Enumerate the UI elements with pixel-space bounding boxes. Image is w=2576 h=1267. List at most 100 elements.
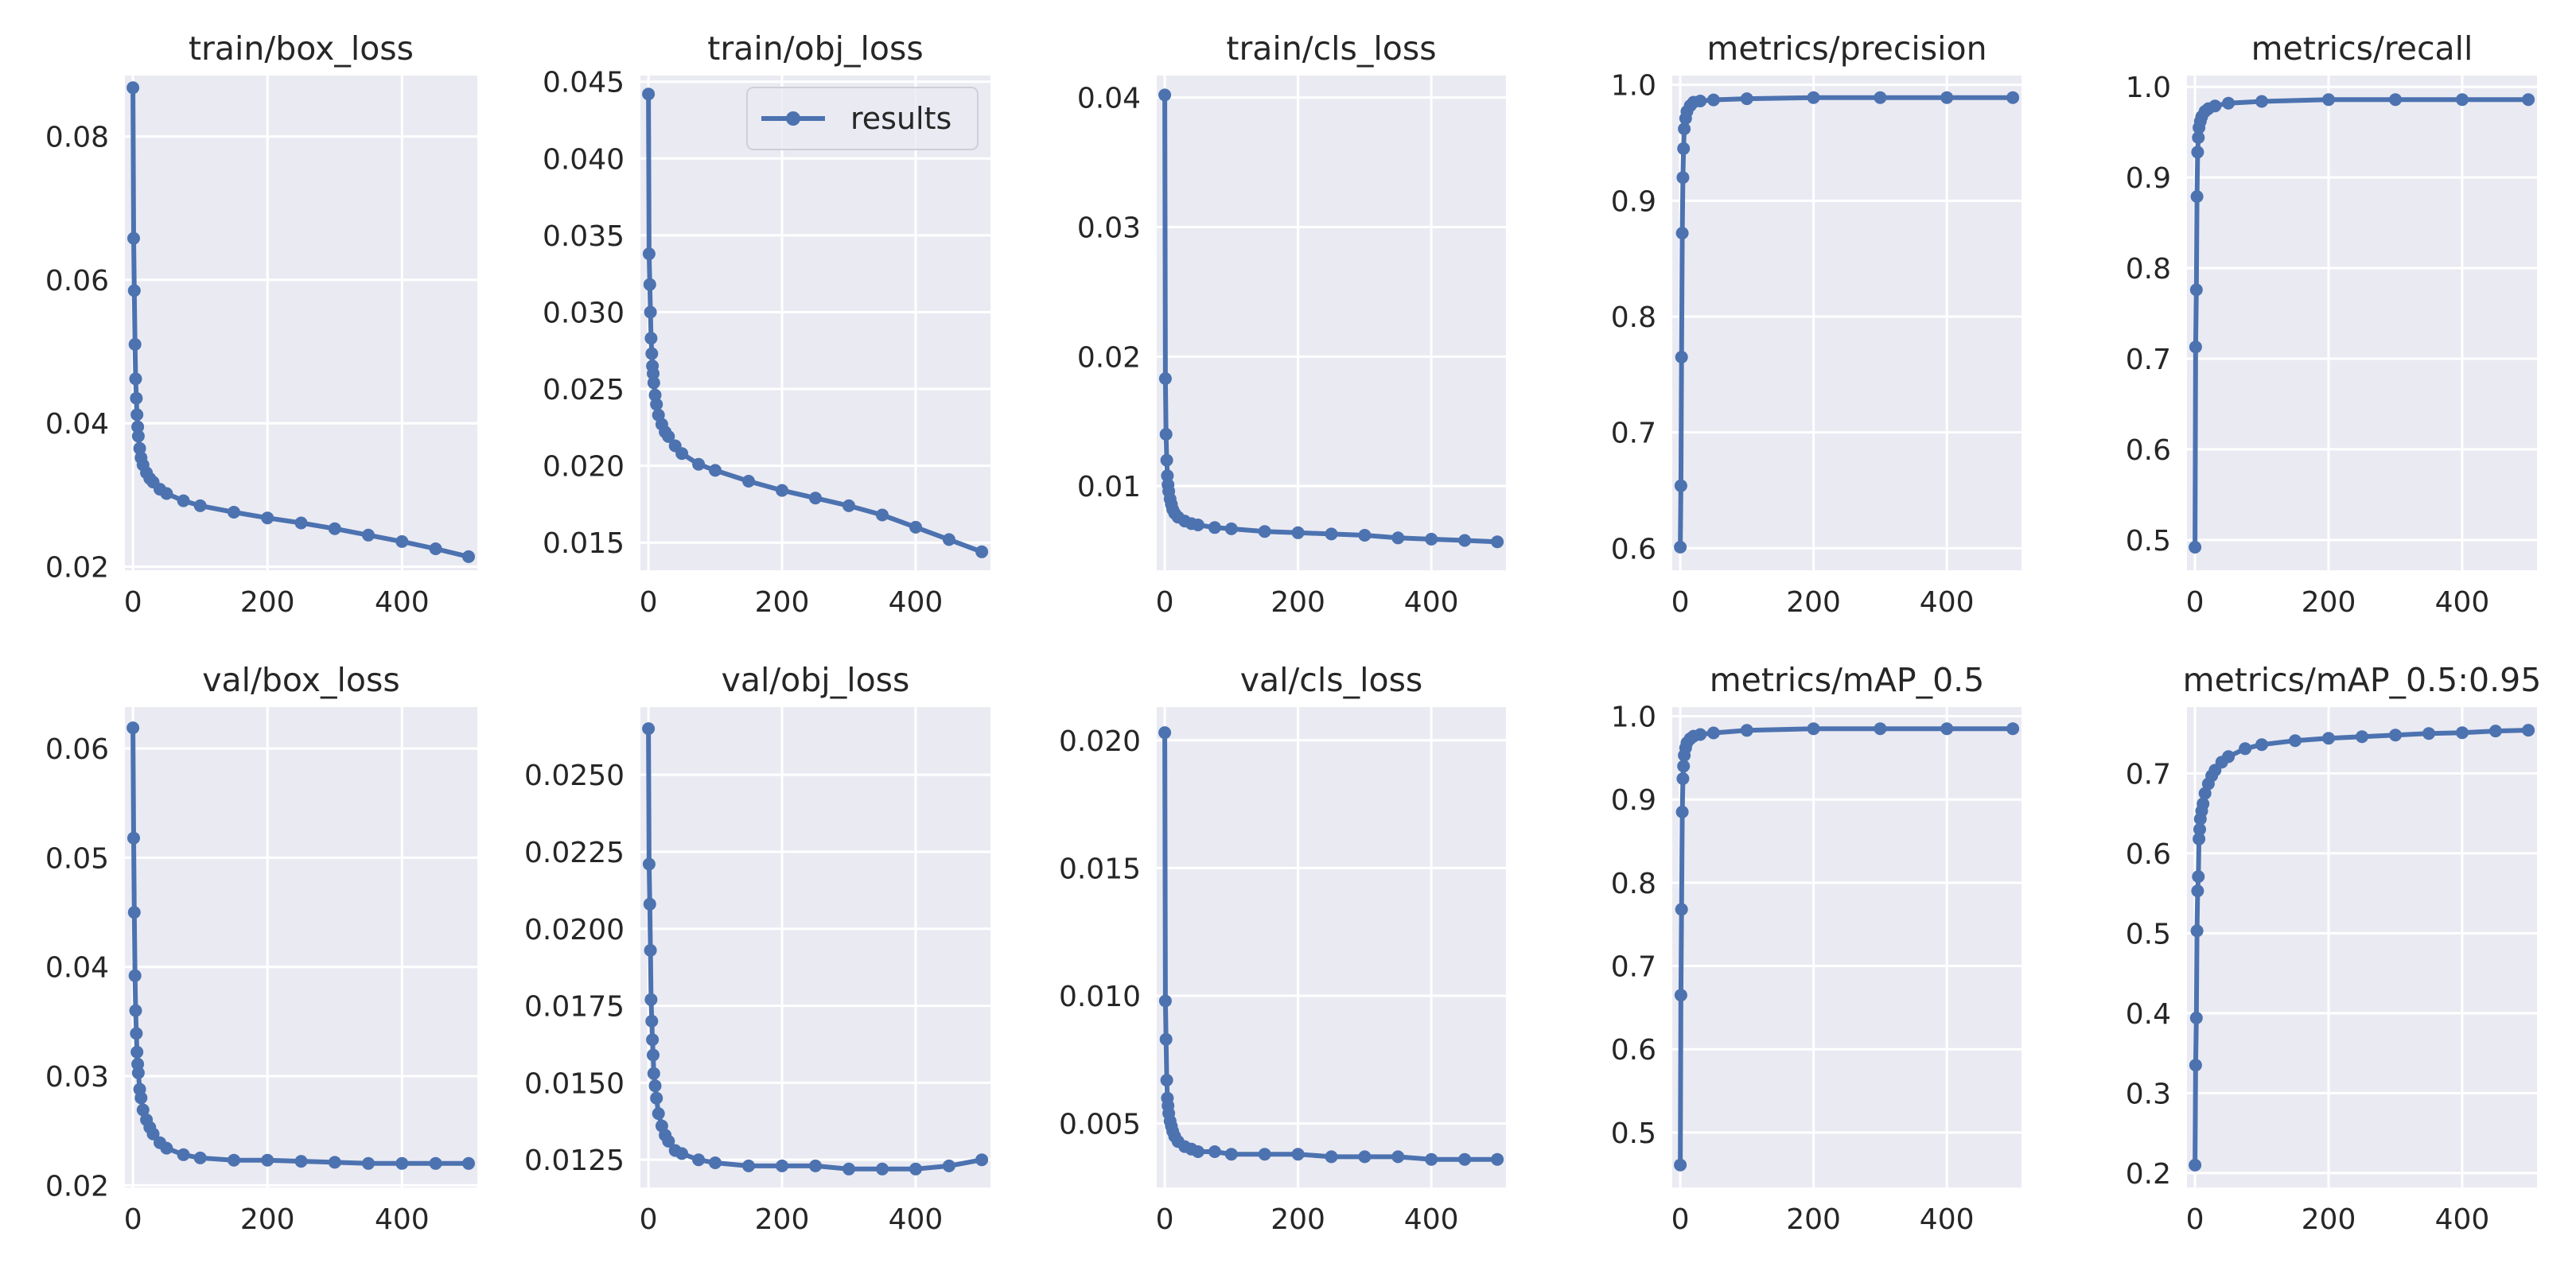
data-point [2189, 1059, 2202, 1072]
data-point [1325, 527, 1338, 541]
data-point [1158, 726, 1172, 740]
data-point [2222, 96, 2236, 110]
data-point [2255, 95, 2268, 108]
data-point [131, 420, 145, 433]
plot-area [1157, 707, 1506, 1187]
data-point [1258, 525, 1271, 538]
data-point [2189, 340, 2202, 354]
data-point [126, 721, 140, 735]
data-point [1674, 989, 1687, 1002]
legend: results [746, 87, 979, 150]
data-point [1191, 1145, 1204, 1158]
data-point [228, 1153, 240, 1167]
data-point [776, 1159, 788, 1172]
subplot-title: val/obj_loss [722, 661, 910, 699]
data-point [127, 284, 141, 297]
data-point [1674, 1158, 1687, 1172]
data-point [2189, 1158, 2202, 1172]
data-point [809, 492, 822, 505]
data-point [128, 338, 142, 351]
subplot-title: metrics/mAP_0.5:0.95 [2183, 661, 2542, 699]
data-point [1159, 1032, 1173, 1046]
data-point [692, 1153, 706, 1167]
subplot-metrics-map-0-5-0-95: 0 200 400 0.2 0.3 0.4 0.5 0.6 0.7 metrics/mAP_0.5… [2126, 661, 2542, 1236]
data-point [650, 1091, 663, 1105]
y-tick-label: 0.035 [543, 220, 625, 253]
data-point [1940, 722, 1954, 736]
data-point [127, 231, 140, 245]
data-point [642, 722, 656, 736]
data-point [662, 429, 675, 443]
legend-marker-swatch [786, 111, 800, 126]
data-point [2006, 722, 2020, 736]
data-point [2189, 1011, 2203, 1024]
subplot-val-box-loss: 0 200 400 0.02 0.03 0.04 0.05 0.06 val/box_loss [45, 661, 477, 1236]
data-point [228, 506, 240, 519]
x-tick-label: 200 [2302, 586, 2356, 619]
data-point [1677, 760, 1691, 773]
data-point [675, 1147, 689, 1160]
data-point [146, 1127, 160, 1141]
subplot-metrics-precision: 0 200 400 0.6 0.7 0.8 0.9 1.0 metrics/precision [1611, 29, 2021, 619]
data-point [1675, 227, 1689, 240]
data-point [1677, 142, 1691, 155]
x-tick-label: 200 [755, 586, 810, 619]
data-point [644, 332, 658, 345]
y-tick-label: 0.04 [1077, 83, 1141, 115]
data-point [2322, 732, 2335, 745]
y-tick-label: 0.040 [543, 143, 625, 176]
y-tick-label: 0.7 [2126, 344, 2171, 376]
subplot-title: metrics/recall [2251, 29, 2473, 68]
data-point [842, 499, 855, 512]
x-tick-label: 200 [1270, 1203, 1325, 1236]
data-point [662, 1134, 675, 1148]
data-point [1807, 91, 1820, 104]
data-point [2189, 541, 2202, 554]
data-point [193, 1151, 207, 1164]
x-tick-label: 0 [2186, 1203, 2204, 1236]
y-tick-label: 0.025 [543, 374, 625, 406]
data-point [644, 993, 658, 1006]
data-point [1807, 722, 1820, 736]
y-tick-label: 0.0225 [524, 837, 625, 869]
data-point [643, 278, 656, 291]
data-point [1940, 91, 1954, 104]
data-point [1391, 531, 1405, 545]
data-point [1208, 1145, 1221, 1158]
data-point [2198, 787, 2212, 800]
y-tick-label: 0.4 [2126, 998, 2171, 1031]
data-point [1675, 805, 1689, 818]
data-point [1694, 728, 1707, 741]
x-tick-label: 0 [1156, 586, 1174, 619]
subplot-title: val/cls_loss [1240, 661, 1423, 699]
x-tick-label: 200 [1786, 1203, 1841, 1236]
data-point [1491, 535, 1504, 549]
data-point [647, 376, 660, 390]
y-tick-label: 0.04 [45, 952, 109, 985]
data-point [129, 1004, 142, 1017]
data-point [742, 1159, 755, 1172]
data-point [1874, 722, 1887, 736]
data-point [776, 484, 788, 497]
x-tick-label: 0 [1671, 1203, 1690, 1236]
data-point [261, 1153, 274, 1167]
subplot-val-cls-loss: 0 200 400 0.005 0.010 0.015 0.020 val/cls_loss [1059, 661, 1506, 1236]
subplot-train-cls-loss: 0 200 400 0.01 0.02 0.03 0.04 train/cls_loss [1077, 29, 1506, 619]
y-tick-label: 0.8 [2126, 253, 2171, 286]
data-point [2322, 93, 2335, 107]
data-point [2389, 93, 2402, 107]
data-point [1161, 469, 1174, 483]
data-point [942, 1159, 955, 1172]
x-tick-label: 0 [124, 586, 142, 619]
y-tick-label: 0.05 [45, 842, 109, 875]
y-tick-label: 0.0250 [524, 760, 625, 792]
y-tick-label: 0.0200 [524, 914, 625, 946]
data-point [1159, 428, 1173, 441]
plot-area [1672, 76, 2021, 570]
subplot-metrics-recall: 0 200 400 0.5 0.6 0.7 0.8 0.9 1.0 metrics/recall [2126, 29, 2537, 619]
data-point [842, 1162, 855, 1176]
data-point [1358, 529, 1372, 542]
data-point [2192, 870, 2205, 884]
data-point [1224, 1148, 1238, 1161]
plot-area [1157, 76, 1506, 570]
